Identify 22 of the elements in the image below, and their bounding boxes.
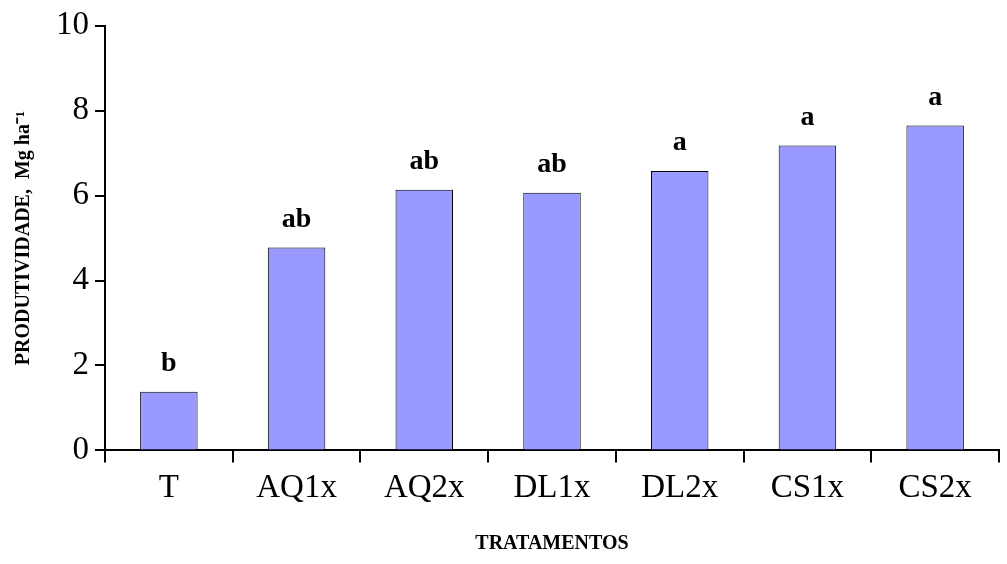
x-axis-title: TRATAMENTOS [475, 531, 629, 554]
annotation: ab [281, 201, 312, 233]
annotation: a [672, 125, 687, 157]
x-tick-label: AQ2x [383, 467, 466, 504]
x-tick-label: DL2x [641, 467, 719, 504]
annotation: a [928, 79, 943, 111]
y-tick-label: 10 [56, 5, 89, 42]
x-tick-label: CS1x [770, 467, 845, 504]
y-tick-label: 2 [72, 345, 89, 382]
y-tick-label: 8 [72, 90, 89, 127]
y-axis-title: PRODUTIVIDADE, Mg ha⁻¹ [11, 111, 35, 366]
x-tick-label: AQ1x [256, 467, 338, 504]
annotation: a [800, 99, 815, 131]
x-tick-label: DL1x [513, 467, 591, 504]
annotation: ab [537, 146, 567, 178]
y-tick-label: 4 [72, 260, 89, 297]
y-tick-label: 6 [72, 175, 89, 212]
x-tick-label: T [158, 467, 179, 504]
annotation: ab [409, 143, 440, 175]
y-tick-label: 0 [72, 430, 89, 467]
x-tick-label: CS2x [898, 467, 973, 504]
annotation: b [161, 346, 177, 378]
